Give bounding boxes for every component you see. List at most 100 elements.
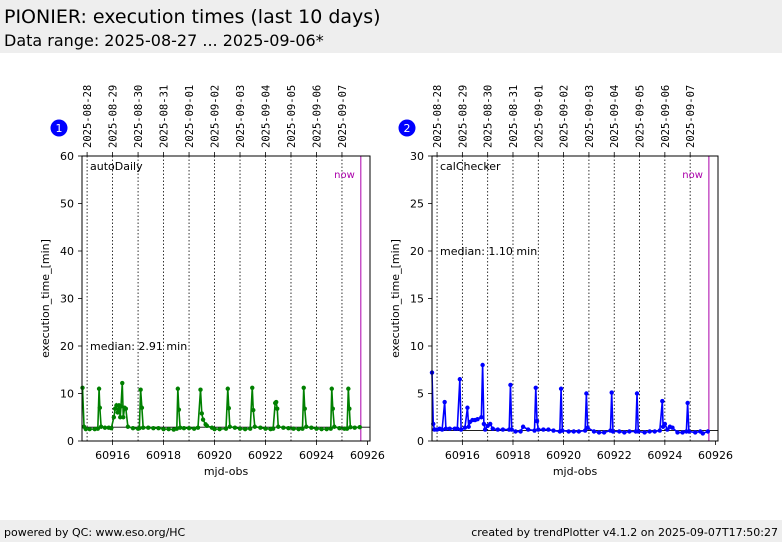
data-point [330, 406, 335, 411]
data-point [200, 417, 206, 422]
header-band: PIONIER: execution times (last 10 days) … [0, 0, 782, 53]
y-tick-label: 50 [60, 198, 74, 211]
data-point [138, 387, 143, 392]
data-point [223, 426, 229, 431]
plot-frame [431, 155, 719, 442]
data-point [627, 429, 632, 434]
date-tick-label: 2025-08-30 [133, 85, 145, 148]
data-point [686, 429, 692, 434]
data-point [439, 427, 445, 432]
data-point [270, 426, 276, 431]
data-point [596, 430, 602, 435]
data-point [332, 424, 337, 429]
data-point [137, 425, 142, 431]
panel-badge [50, 119, 68, 137]
data-point [140, 425, 146, 430]
data-point [115, 410, 120, 415]
x-tick-label: 60922 [248, 449, 283, 462]
data-point [665, 427, 670, 432]
data-point [125, 424, 131, 429]
data-point [509, 427, 514, 432]
date-tick-label: 2025-09-05 [635, 85, 647, 148]
data-point [622, 430, 627, 435]
data-point [462, 425, 468, 430]
data-point [457, 377, 463, 382]
now-label: now [682, 170, 703, 181]
x-tick-label: 60926 [698, 449, 733, 462]
data-point [636, 429, 641, 434]
y-tick-label: 40 [60, 245, 74, 258]
data-point [130, 425, 136, 431]
data-point [560, 428, 565, 433]
data-point [513, 429, 518, 434]
data-point [571, 429, 576, 434]
data-point [191, 426, 197, 431]
date-tick-label: 2025-08-29 [457, 85, 469, 148]
date-tick-label: 2025-09-07 [337, 85, 349, 148]
data-point [582, 428, 588, 433]
data-point [657, 428, 662, 433]
date-tick-label: 2025-09-01 [184, 85, 196, 148]
data-point [479, 415, 484, 420]
x-axis-label: mjd-obs [204, 465, 249, 478]
data-point [693, 430, 698, 435]
data-point [585, 425, 590, 430]
data-point [346, 386, 351, 391]
data-point [276, 424, 281, 429]
data-point [225, 386, 230, 391]
data-point [242, 426, 248, 432]
data-point [302, 406, 307, 411]
y-tick-label: 20 [410, 245, 424, 258]
data-point [176, 407, 182, 412]
data-point [670, 425, 675, 430]
data-point [347, 406, 352, 411]
data-point [558, 386, 564, 391]
data-point [112, 406, 118, 411]
data-point [314, 426, 319, 431]
data-point [337, 425, 342, 431]
date-tick-label: 2025-08-31 [508, 85, 520, 148]
chart-panel-2: 2025-08-28 2025-08-29 2025-08-30 2025-08-31… [389, 85, 733, 478]
data-point [95, 426, 101, 431]
data-point [177, 425, 183, 430]
median-annotation: median: 2.91 min [90, 340, 187, 353]
date-tick-label: 2025-09-05 [286, 85, 298, 148]
data-point [662, 421, 668, 427]
date-tick-label: 2025-09-06 [660, 85, 672, 148]
data-point [617, 429, 622, 434]
data-point [161, 426, 166, 432]
x-tick-label: 60920 [546, 449, 581, 462]
x-tick-label: 60926 [350, 449, 385, 462]
data-point [329, 386, 334, 391]
data-point [609, 390, 614, 395]
data-point [291, 426, 296, 431]
data-point [281, 425, 286, 430]
y-tick-label: 10 [60, 388, 74, 401]
x-tick-label: 60924 [299, 449, 334, 462]
data-point [447, 426, 452, 431]
data-point [139, 405, 145, 410]
data-point [533, 385, 538, 390]
data-point [480, 362, 485, 368]
data-point [275, 406, 280, 411]
data-point [488, 421, 493, 427]
data-point [442, 399, 447, 405]
data-point [109, 425, 114, 431]
plot-frame [81, 155, 371, 442]
data-point [111, 415, 117, 420]
data-point [263, 426, 268, 431]
data-point [212, 426, 217, 432]
data-point [647, 429, 652, 434]
data-point [98, 424, 104, 429]
data-point [309, 425, 314, 430]
date-tick-label: 2025-09-06 [311, 85, 323, 148]
data-point [481, 421, 487, 427]
date-tick-label: 2025-08-28 [432, 85, 444, 148]
footer-powered-by: powered by QC: www.eso.org/HC [4, 526, 186, 539]
data-point [541, 427, 546, 432]
footer-band: powered by QC: www.eso.org/HC created by… [0, 520, 782, 542]
x-axis-label: mjd-obs [553, 465, 598, 478]
date-tick-label: 2025-08-28 [82, 85, 94, 148]
charts-canvas: 2025-08-28 2025-08-29 2025-08-30 2025-08-31… [39, 85, 733, 478]
data-point [274, 399, 279, 405]
